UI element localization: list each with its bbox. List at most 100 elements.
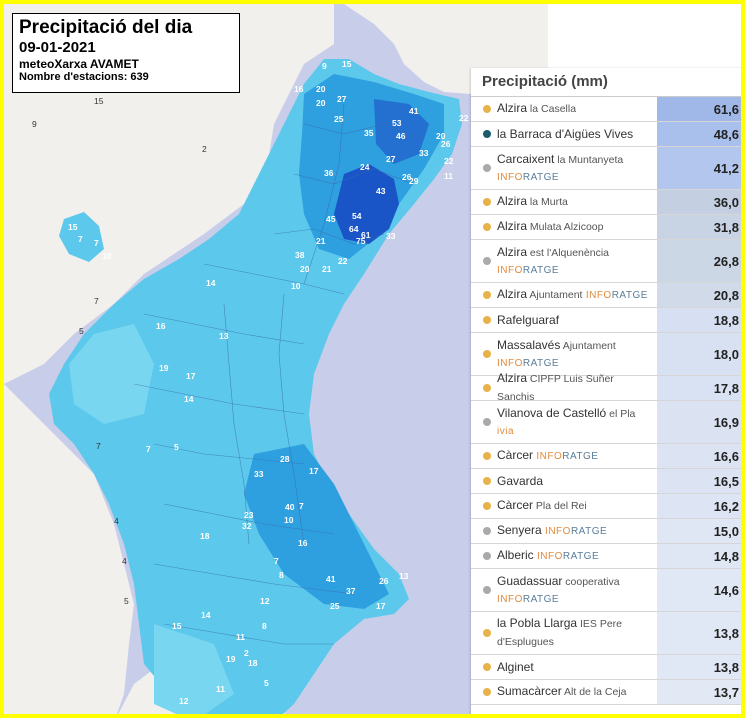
station-value-label: 22: [459, 113, 469, 123]
station-name-line: Càrcer Pla del Rei: [497, 497, 653, 515]
station-value-label: 53: [392, 118, 402, 128]
precip-value: 48,6: [657, 122, 741, 146]
precip-value: 13,8: [657, 655, 741, 679]
ranking-row[interactable]: Massalavés Ajuntament INFORATGE 18,0: [471, 333, 741, 376]
station-name: Senyera: [497, 523, 542, 537]
station-value-label: 33: [254, 469, 264, 479]
precip-value: 13,7: [657, 680, 741, 704]
network-brand: INFORATGE: [497, 171, 560, 183]
ranking-row[interactable]: Carcaixent la Muntanyeta INFORATGE 41,2: [471, 147, 741, 190]
station-value-label: 4: [122, 556, 127, 566]
ranking-row[interactable]: Alzira est l'Alquenència INFORATGE 26,8: [471, 240, 741, 283]
precip-heavy-core: [334, 164, 399, 244]
precip-value: 36,0: [657, 190, 741, 214]
ranking-row[interactable]: Alzira Ajuntament INFORATGE 20,8: [471, 283, 741, 308]
network-brand: INFORATGE: [497, 357, 560, 369]
station-name-line: Alzira est l'Alquenència: [497, 244, 653, 262]
station-type-dot: [483, 452, 491, 460]
station-value-label: 12: [179, 696, 189, 706]
station-value-label: 35: [364, 128, 374, 138]
station-value-label: 15: [94, 96, 104, 106]
station-type-dot: [483, 688, 491, 696]
station-value-label: 7: [299, 501, 304, 511]
station-value-label: 46: [396, 131, 406, 141]
ranking-row[interactable]: Guadassuar cooperativa INFORATGE 14,6: [471, 569, 741, 612]
station-name: Massalavés: [497, 337, 561, 352]
map-title: Precipitació del dia: [19, 17, 193, 38]
station-sublabel: Alt de la Ceja: [561, 686, 627, 698]
station-name: Gavarda: [497, 473, 544, 488]
station-value-label: 33: [419, 148, 429, 158]
station-cell: Sumacàrcer Alt de la Ceja: [471, 680, 657, 704]
ranking-row[interactable]: la Barraca d'Aigües Vives 48,6: [471, 122, 741, 147]
station-type-dot: [483, 663, 491, 671]
station-name: Guadassuar: [497, 573, 563, 588]
station-value-label: 5: [79, 326, 84, 336]
station-name-line: Alginet: [497, 659, 653, 676]
station-value-label: 25: [334, 114, 344, 124]
station-cell: Alzira Ajuntament INFORATGE: [471, 283, 657, 307]
precip-value: 13,8: [657, 612, 741, 654]
station-cell: Gavarda: [471, 469, 657, 493]
station-value-label: 7: [78, 234, 83, 244]
ranking-row[interactable]: Alzira la Murta 36,0: [471, 190, 741, 215]
precip-value: 26,8: [657, 240, 741, 282]
station-name-line: Alberic INFORATGE: [497, 547, 653, 565]
station-name-line: Guadassuar cooperativa: [497, 573, 653, 591]
station-value-label: 64: [349, 224, 359, 234]
station-value-label: 7: [274, 556, 279, 566]
precip-light-patch-south: [154, 624, 234, 714]
ranking-row[interactable]: Gavarda 16,5: [471, 469, 741, 494]
outside-land-southwest: [4, 384, 134, 714]
ranking-row[interactable]: Senyera INFORATGE 15,0: [471, 519, 741, 544]
station-name-line: la Barraca d'Aigües Vives: [497, 126, 653, 143]
station-value-label: 75: [356, 236, 366, 246]
station-sublabel: Pla del Rei: [533, 500, 587, 512]
station-value-label: 41: [326, 574, 336, 584]
network-brand: INFORATGE: [585, 290, 648, 301]
ranking-row[interactable]: Càrcer INFORATGE 16,6: [471, 444, 741, 469]
station-value-label: 7: [94, 296, 99, 306]
ranking-panel: Precipitació (mm) Alzira la Casella 61,6 l…: [471, 68, 741, 714]
station-type-dot: [483, 384, 491, 392]
station-value-label: 45: [326, 214, 336, 224]
precip-value: 16,2: [657, 494, 741, 518]
station-value-label: 4: [114, 516, 119, 526]
ranking-row[interactable]: Alzira la Casella 61,6: [471, 97, 741, 122]
station-name: Càrcer: [497, 448, 534, 462]
station-value-label: 10: [284, 515, 294, 525]
station-value-label: 20: [300, 264, 310, 274]
station-value-label: 22: [444, 156, 454, 166]
ranking-row[interactable]: Rafelguaraf 18,8: [471, 308, 741, 333]
station-type-dot: [483, 477, 491, 485]
station-value-label: 38: [295, 250, 305, 260]
station-count: Nombre d'estacions: 639: [19, 71, 149, 83]
station-type-dot: [483, 223, 491, 231]
station-sublabel: CIPFP Luis Suñer Sanchis: [497, 373, 614, 403]
station-value-label: 20: [316, 84, 326, 94]
station-sublabel: Mulata Alzicoop: [527, 221, 604, 233]
station-sublabel: cooperativa: [562, 575, 620, 588]
ranking-row[interactable]: Alberic INFORATGE 14,8: [471, 544, 741, 569]
station-sublabel: est l'Alquenència: [527, 246, 609, 259]
station-type-dot: [483, 130, 491, 138]
station-name-line: Alzira CIPFP Luis Suñer Sanchis: [497, 370, 653, 406]
ranking-row[interactable]: Càrcer Pla del Rei 16,2: [471, 494, 741, 519]
station-value-label: 11: [236, 632, 245, 642]
ranking-row[interactable]: Alzira Mulata Alzicoop 31,8: [471, 215, 741, 240]
ranking-row[interactable]: Vilanova de Castelló el Pla ivia 16,9: [471, 401, 741, 444]
station-value-label: 27: [386, 154, 396, 164]
station-cell: Carcaixent la Muntanyeta INFORATGE: [471, 147, 657, 189]
station-type-dot: [483, 291, 491, 299]
ranking-row[interactable]: Alginet 13,8: [471, 655, 741, 680]
precip-light-patch: [69, 324, 154, 424]
ranking-row[interactable]: la Pobla Llarga IES Pere d'Esplugues 13,8: [471, 612, 741, 655]
station-value-label: 14: [184, 394, 194, 404]
ranking-row[interactable]: Alzira CIPFP Luis Suñer Sanchis 17,8: [471, 371, 741, 403]
station-type-dot: [483, 105, 491, 113]
ranking-row[interactable]: Sumacàrcer Alt de la Ceja 13,7: [471, 680, 741, 705]
station-sublabel: Ajuntament: [560, 339, 616, 352]
ranking-list: Alzira la Casella 61,6 la Barraca d'Aigües…: [471, 97, 741, 705]
station-value-label: 11: [216, 684, 225, 694]
